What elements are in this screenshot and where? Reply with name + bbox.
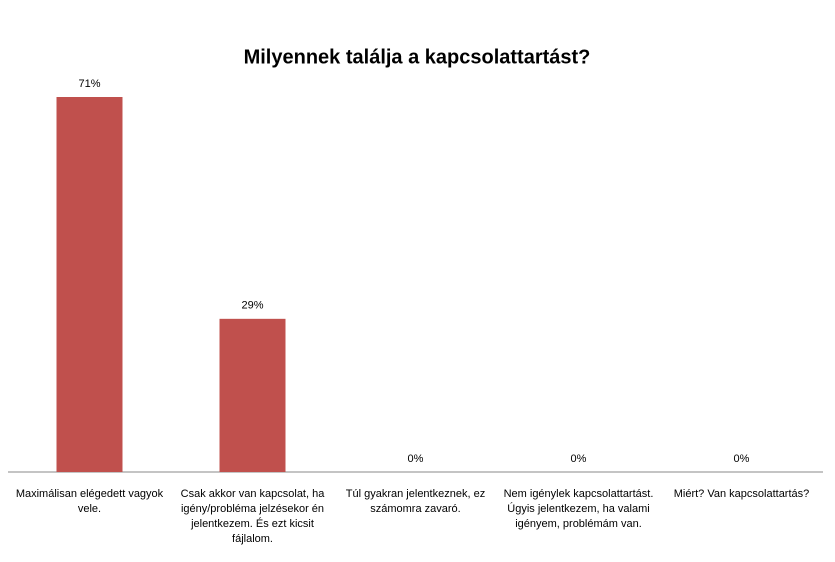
value-label: 71% bbox=[78, 78, 100, 90]
bar bbox=[219, 318, 286, 472]
bar bbox=[56, 97, 123, 472]
value-label: 29% bbox=[241, 300, 263, 312]
x-tick-label: Maximálisan elégedett vagyok vele. bbox=[15, 488, 164, 515]
chart-title: Milyennek találja a kapcsolattartást? bbox=[244, 46, 591, 68]
value-label: 0% bbox=[734, 453, 750, 465]
x-tick-label: Nem igénylek kapcsolattartást. Úgyis jel… bbox=[503, 488, 654, 530]
x-tick-label: Miért? Van kapcsolattartás? bbox=[673, 488, 810, 500]
x-tick-label: Túl gyakran jelentkeznek, ez számomra za… bbox=[345, 488, 486, 515]
x-tick-label: Csak akkor van kapcsolat, ha igény/probl… bbox=[180, 488, 325, 545]
value-label: 0% bbox=[408, 453, 424, 465]
value-label: 0% bbox=[571, 453, 587, 465]
